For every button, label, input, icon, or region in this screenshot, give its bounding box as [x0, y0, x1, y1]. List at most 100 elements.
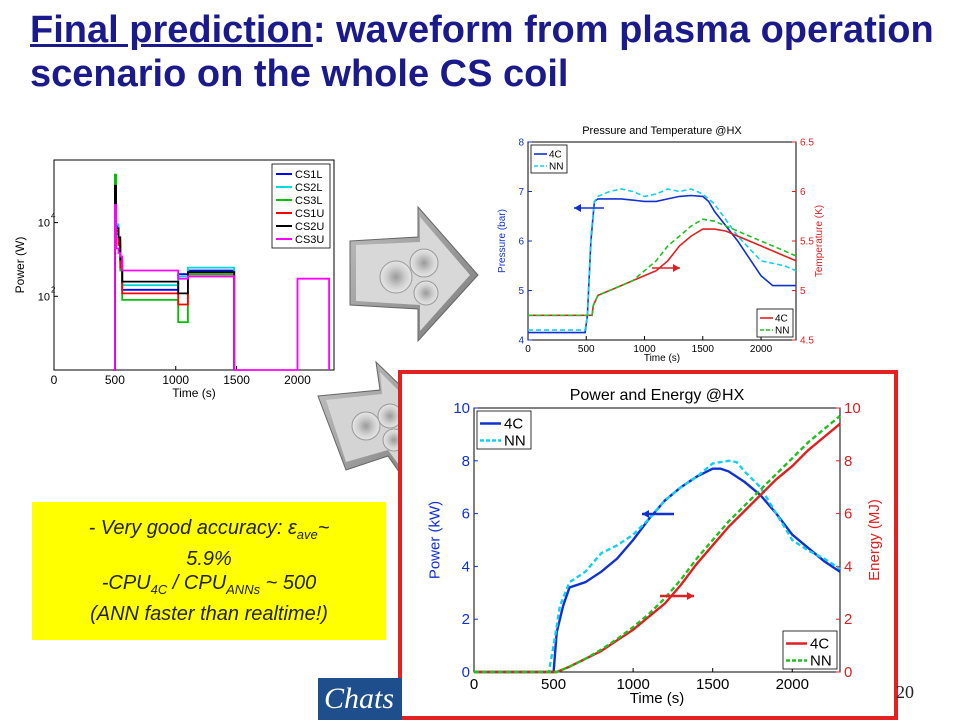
plot-area [527, 141, 797, 341]
y-tick-label: 6 [462, 506, 470, 523]
plot-area [473, 407, 841, 673]
note-text: ~ 500 [260, 572, 317, 594]
x-tick-label: 2000 [750, 344, 773, 355]
legend-label: CS2U [295, 221, 324, 233]
title-underlined: Final prediction [30, 9, 313, 51]
y-tick-label: 7 [518, 187, 524, 198]
y-tick-label: 10 [38, 218, 50, 230]
legend-label: 4C [810, 636, 829, 653]
highlight-frame: Power and Energy @HX 0 500 1000 1500 2000 0 2 4 6… [398, 370, 898, 720]
annotation-arrowhead [687, 592, 694, 600]
y-axis-label: Power (W) [13, 237, 27, 294]
arrow-right-top [349, 205, 479, 343]
legend-box [476, 410, 532, 450]
y2-tick-label: 4.5 [800, 335, 814, 346]
legend-box [530, 144, 568, 174]
y-tick-label: 4 [518, 335, 524, 346]
chart-power-energy: Power and Energy @HX 0 500 1000 1500 2000 0 2 4 6… [427, 387, 884, 707]
note-line-4: (ANN faster than realtime!) [90, 603, 328, 625]
y2-tick-label: 8 [844, 453, 852, 470]
x-tick-label: 2000 [776, 676, 809, 693]
legend-label: NN [504, 433, 526, 450]
institution-logo: Chats [318, 678, 402, 720]
x-axis-label: Time (s) [644, 353, 680, 364]
y2-tick-label: 5 [800, 286, 806, 297]
x-tick-label: 500 [578, 344, 595, 355]
y2-tick-label: 6 [800, 187, 806, 198]
annotation-arrowhead [642, 510, 649, 518]
y-axis-label: Pressure (bar) [497, 209, 508, 273]
note-text: ~ [317, 517, 330, 539]
legend-label: CS1U [295, 208, 324, 220]
legend-label: NN [775, 325, 789, 336]
note-line-1: - Very good accuracy: εave~ [32, 516, 386, 547]
note-sub: 4C [150, 582, 168, 597]
legend-label: NN [810, 653, 832, 670]
y-tick-label: 8 [462, 453, 470, 470]
y-tick-label: 5 [518, 286, 524, 297]
y-tick-exponent: 2 [51, 285, 56, 294]
legend-label: 4C [549, 149, 562, 160]
chart-pressure-temperature: Pressure and Temperature @HX 0 500 1000 1500… [497, 125, 825, 364]
x-tick-label: 0 [525, 344, 531, 355]
legend-label: CS1L [295, 169, 323, 181]
note-text: / CPU [167, 572, 227, 594]
note-sub: ANNs [226, 582, 261, 597]
series-line [113, 204, 330, 371]
title-rest: : waveform from plasma operation scenari… [30, 9, 934, 95]
note-epsilon: ε [287, 517, 297, 539]
legend-label: 4C [775, 313, 788, 324]
y2-axis-label: Energy (MJ) [866, 499, 883, 581]
x-tick-label: 1000 [162, 373, 189, 387]
note-sub: ave [296, 527, 318, 542]
x-tick-label: 1000 [616, 676, 649, 693]
x-tick-label: 500 [105, 373, 125, 387]
legend-label: CS2L [295, 182, 323, 194]
legend-box [782, 630, 838, 670]
legend-label: NN [549, 161, 563, 172]
y-axis-label: Power (kW) [427, 501, 444, 579]
accuracy-note: - Very good accuracy: εave~ 5.9% -CPU4C … [32, 502, 386, 640]
x-tick-label: 1000 [633, 344, 656, 355]
slide-title: Final prediction: waveform from plasma o… [30, 8, 950, 96]
x-tick-label: 500 [541, 676, 566, 693]
y-tick-label: 8 [518, 137, 524, 148]
series-line [474, 459, 841, 674]
y2-tick-label: 5.5 [800, 236, 814, 247]
y-tick-label: 10 [453, 400, 470, 417]
note-text: - Very good accuracy: [88, 517, 288, 539]
y2-tick-label: 6 [844, 506, 852, 523]
y-tick-label: 0 [462, 664, 470, 681]
x-tick-label: 0 [51, 373, 58, 387]
legend-box [756, 308, 794, 338]
slide-number: 20 [896, 682, 914, 702]
y-tick-label: 10 [38, 291, 50, 303]
note-text: -CPU [101, 572, 151, 594]
x-tick-label: 1500 [223, 373, 250, 387]
note-line-2: 5.9% [186, 548, 232, 570]
x-tick-label: 1500 [696, 676, 729, 693]
x-axis-label: Time (s) [630, 690, 684, 707]
y-tick-label: 4 [462, 558, 470, 575]
legend-box [271, 163, 331, 249]
y2-tick-label: 4 [844, 558, 852, 575]
chart-title: Power and Energy @HX [570, 387, 745, 404]
y2-tick-label: 6.5 [800, 137, 814, 148]
series-line [474, 422, 841, 674]
x-axis-label: Time (s) [172, 386, 216, 400]
y2-tick-label: 10 [844, 400, 861, 417]
series-line [528, 218, 797, 317]
series-line [474, 414, 841, 674]
y-tick-label: 2 [462, 611, 470, 628]
legend-label: CS3U [295, 234, 324, 246]
y2-tick-label: 2 [844, 611, 852, 628]
annotation-arrowhead [574, 204, 581, 212]
legend-label: 4C [504, 416, 523, 433]
y-tick-label: 6 [518, 236, 524, 247]
x-tick-label: 0 [470, 676, 478, 693]
y2-axis-label: Temperature (K) [814, 205, 825, 277]
note-line-3: -CPU4C / CPUANNs ~ 500 [32, 571, 386, 602]
annotation-arrowhead [673, 264, 680, 272]
y-tick-exponent: 4 [51, 212, 56, 221]
